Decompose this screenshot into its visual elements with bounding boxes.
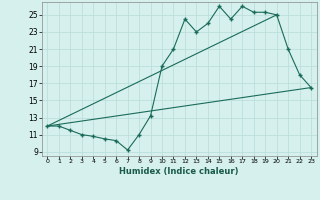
X-axis label: Humidex (Indice chaleur): Humidex (Indice chaleur) bbox=[119, 167, 239, 176]
